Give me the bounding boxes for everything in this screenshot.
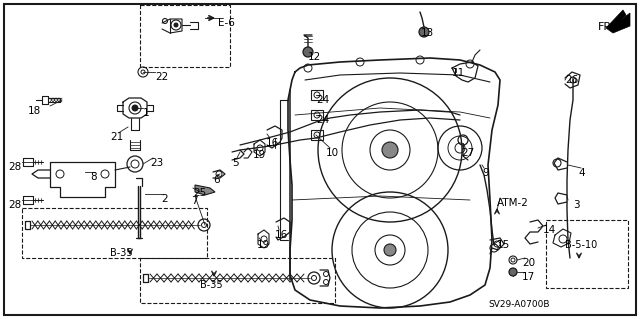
Text: 26: 26 [565, 75, 579, 85]
Circle shape [132, 105, 138, 111]
Text: 22: 22 [155, 72, 168, 82]
Text: B-35: B-35 [110, 248, 132, 258]
Bar [22, 208, 207, 258]
Text: 18: 18 [28, 106, 41, 116]
Text: 28: 28 [8, 200, 21, 210]
Text: 4: 4 [578, 168, 584, 178]
Text: 8: 8 [90, 172, 97, 182]
Text: ATM-2: ATM-2 [497, 198, 529, 208]
Text: 13: 13 [421, 28, 435, 38]
Text: B-5-10: B-5-10 [565, 240, 597, 250]
Circle shape [509, 268, 517, 276]
Circle shape [174, 23, 178, 27]
Text: FR.: FR. [598, 22, 616, 32]
Bar [311, 90, 323, 100]
Text: 16: 16 [266, 138, 279, 148]
Text: 27: 27 [461, 148, 474, 158]
Text: 16: 16 [275, 230, 288, 240]
Text: 3: 3 [573, 200, 580, 210]
Text: 2: 2 [161, 194, 168, 204]
Text: 11: 11 [452, 68, 465, 78]
Text: 24: 24 [316, 95, 329, 105]
Text: 5: 5 [232, 158, 239, 168]
Text: 10: 10 [326, 148, 339, 158]
Text: E-6: E-6 [218, 18, 235, 28]
Text: B-35: B-35 [200, 280, 223, 290]
Polygon shape [195, 185, 215, 195]
Text: 14: 14 [543, 225, 556, 235]
Text: 15: 15 [497, 240, 510, 250]
Text: 28: 28 [8, 162, 21, 172]
Text: 7: 7 [191, 196, 198, 206]
Text: 19: 19 [257, 240, 270, 250]
Bar [311, 110, 323, 120]
Text: SV29-A0700B: SV29-A0700B [488, 300, 550, 309]
Text: 20: 20 [522, 258, 535, 268]
Text: 9: 9 [482, 168, 488, 178]
Text: 23: 23 [150, 158, 163, 168]
Text: 19: 19 [253, 150, 266, 160]
Circle shape [384, 244, 396, 256]
Text: 12: 12 [308, 52, 321, 62]
Circle shape [303, 47, 313, 57]
Text: 17: 17 [522, 272, 535, 282]
Polygon shape [606, 10, 630, 33]
Bar [311, 130, 323, 140]
Bar [140, 258, 335, 303]
Text: 24: 24 [316, 115, 329, 125]
Text: 21: 21 [110, 132, 124, 142]
Bar [140, 5, 230, 67]
Circle shape [382, 142, 398, 158]
Text: 25: 25 [193, 188, 206, 198]
Circle shape [419, 27, 429, 37]
Text: 6: 6 [213, 175, 220, 185]
Text: 1: 1 [143, 108, 150, 118]
Bar [546, 220, 628, 288]
